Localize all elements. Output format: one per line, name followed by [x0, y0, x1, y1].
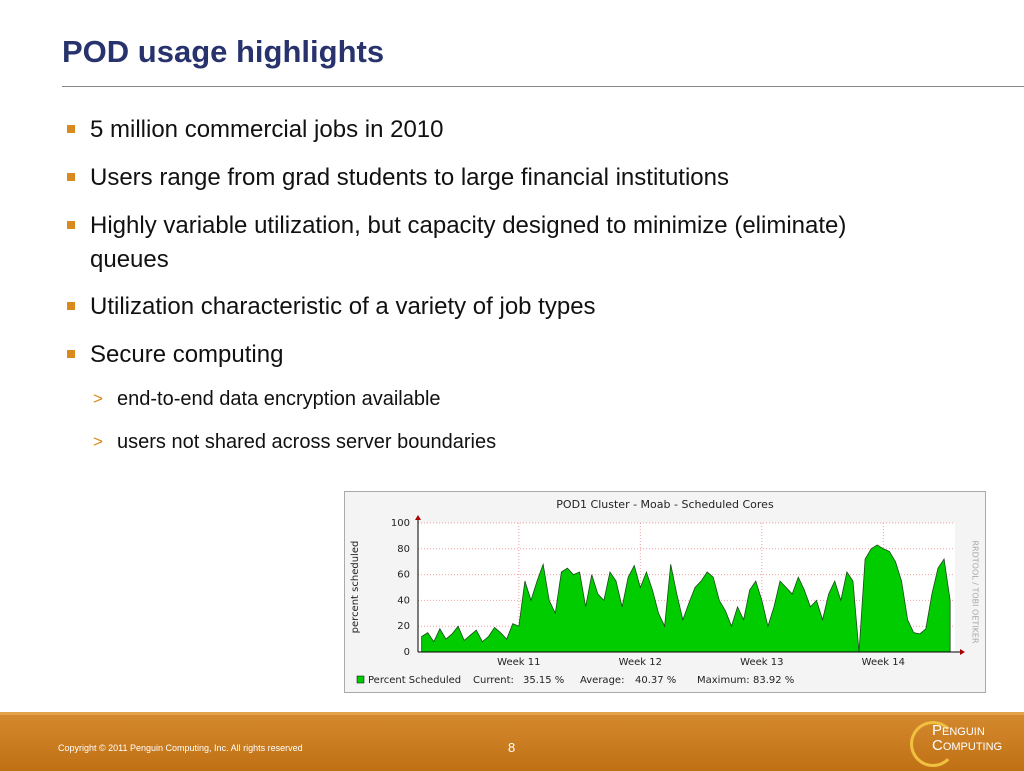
logo: Penguin Computing	[932, 723, 1002, 753]
legend-stat: 35.15 %	[523, 675, 564, 686]
area	[421, 544, 951, 653]
copyright: Copyright © 2011 Penguin Computing, Inc.…	[58, 743, 303, 753]
y-axis-label: percent scheduled	[350, 541, 361, 634]
y-tick-label: 0	[404, 647, 410, 658]
bullet: Users range from grad students to large …	[67, 161, 870, 195]
title-rule	[62, 86, 1024, 87]
legend-label: Percent Scheduled	[368, 675, 461, 686]
axis-arrow	[960, 649, 965, 655]
x-tick-label: Week 11	[497, 657, 540, 668]
page-number: 8	[508, 740, 516, 755]
bullet: 5 million commercial jobs in 2010	[67, 113, 870, 147]
logo-word: Computing	[932, 737, 1003, 754]
sub-bullet: end-to-end data encryption available	[93, 388, 441, 411]
x-tick-label: Week 12	[619, 657, 662, 668]
side-label: RRDTOOL / TOBI OETIKER	[971, 540, 980, 643]
footer: Copyright © 2011 Penguin Computing, Inc.…	[0, 712, 1024, 771]
y-tick-label: 20	[397, 621, 410, 632]
logo-ring	[910, 721, 956, 767]
legend-stat: 40.37 %	[635, 675, 676, 686]
legend-swatch	[356, 675, 365, 684]
legend-stat: Average:	[580, 675, 624, 686]
bullet: Secure computing	[67, 338, 870, 372]
chart: POD1 Cluster - Moab - Scheduled Cores pe…	[350, 498, 980, 686]
y-tick-label: 80	[397, 544, 410, 555]
slide-title: POD usage highlights	[62, 34, 385, 69]
legend-stat: Current:	[473, 675, 514, 686]
axis-arrow	[415, 515, 421, 520]
y-tick-label: 40	[397, 595, 410, 606]
chart-title: POD1 Cluster - Moab - Scheduled Cores	[556, 498, 774, 511]
bullet: Highly variable utilization, but capacit…	[67, 209, 870, 277]
x-tick-label: Week 13	[740, 657, 783, 668]
logo-word: Penguin	[932, 722, 985, 739]
bullet: Utilization characteristic of a variety …	[67, 290, 870, 324]
legend-stat: 83.92 %	[753, 675, 794, 686]
legend-stat: Maximum:	[697, 675, 750, 686]
chart-image: POD1 Cluster - Moab - Scheduled Cores pe…	[344, 491, 986, 693]
y-tick-label: 100	[391, 518, 410, 529]
y-tick-label: 60	[397, 570, 410, 581]
x-tick-label: Week 14	[862, 657, 905, 668]
sub-bullet: users not shared across server boundarie…	[93, 431, 496, 454]
